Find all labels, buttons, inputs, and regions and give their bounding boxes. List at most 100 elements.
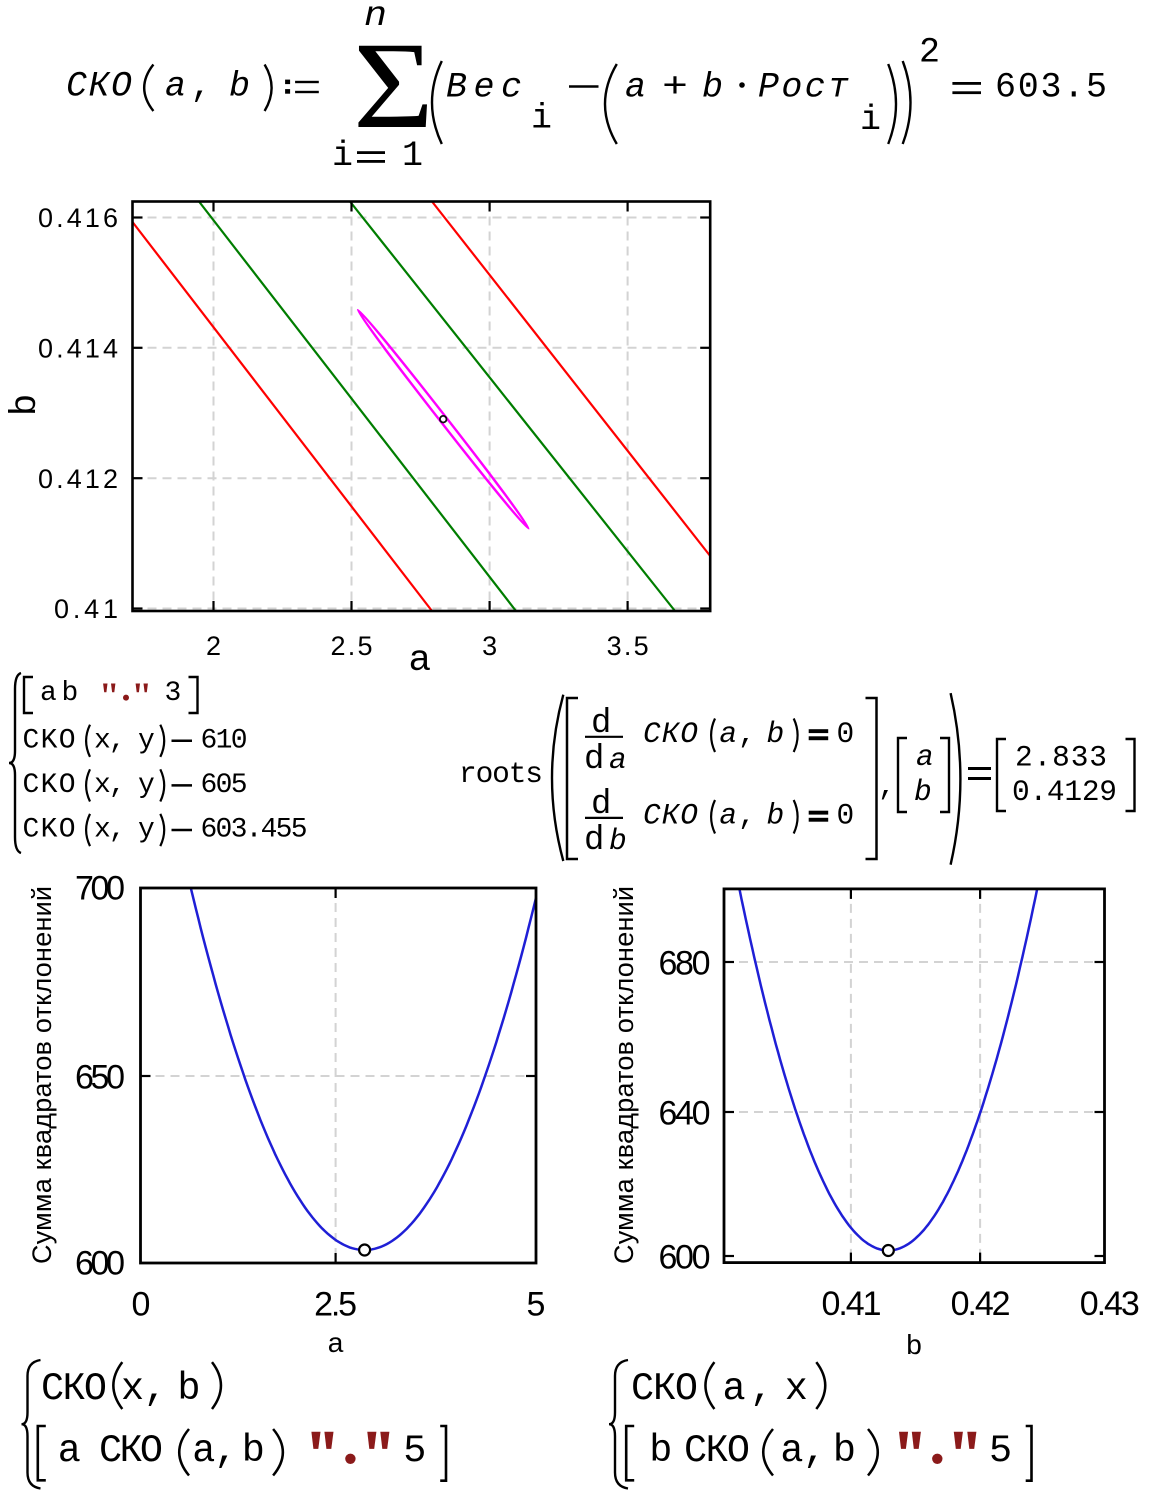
svg-text:СКО: СКО bbox=[643, 799, 698, 833]
svg-text:2.5: 2.5 bbox=[314, 1286, 357, 1324]
svg-text:5: 5 bbox=[403, 1429, 426, 1473]
svg-text:b: b bbox=[649, 1429, 672, 1473]
svg-text:3: 3 bbox=[482, 631, 497, 661]
svg-text:+: + bbox=[662, 68, 688, 108]
svg-text:i: i bbox=[860, 100, 881, 140]
svg-text:b: b bbox=[906, 1329, 922, 1360]
svg-text:CKO: CKO bbox=[23, 770, 76, 801]
svg-text:Сумма квадратов отклонений: Сумма квадратов отклонений bbox=[609, 886, 639, 1264]
svg-text:Вес: Вес bbox=[446, 68, 522, 108]
svg-text:0: 0 bbox=[837, 799, 855, 833]
svg-text:a: a bbox=[723, 1367, 746, 1411]
svg-text:2: 2 bbox=[919, 33, 940, 73]
svg-text:2.833: 2.833 bbox=[1015, 741, 1107, 775]
svg-text:a: a bbox=[625, 68, 646, 108]
svg-text:,: , bbox=[878, 769, 896, 803]
svg-text:СКО: СКО bbox=[631, 1367, 698, 1411]
svg-text:0.414: 0.414 bbox=[38, 334, 118, 364]
svg-text:CKO: CKO bbox=[23, 725, 76, 756]
svg-text:600: 600 bbox=[659, 1238, 711, 1276]
svg-text:0.42: 0.42 bbox=[951, 1285, 1011, 1323]
svg-text:0.416: 0.416 bbox=[38, 203, 118, 233]
svg-text:a: a bbox=[40, 678, 57, 709]
svg-text:600: 600 bbox=[75, 1245, 125, 1283]
svg-text:x: x bbox=[94, 770, 111, 801]
svg-text:2: 2 bbox=[206, 631, 221, 661]
svg-text:,: , bbox=[191, 67, 212, 107]
svg-text:680: 680 bbox=[659, 944, 711, 982]
svg-text:,: , bbox=[109, 725, 126, 756]
svg-text:a: a bbox=[165, 67, 186, 107]
svg-text:0.41: 0.41 bbox=[822, 1285, 882, 1323]
svg-text:b: b bbox=[702, 68, 723, 108]
svg-text:603.455: 603.455 bbox=[201, 815, 308, 846]
svg-text:СКО: СКО bbox=[66, 67, 132, 107]
svg-text:b: b bbox=[2, 395, 43, 416]
svg-text:СКО: СКО bbox=[684, 1429, 750, 1473]
svg-text:b: b bbox=[914, 775, 932, 809]
svg-text:x: x bbox=[785, 1367, 808, 1411]
svg-text:a: a bbox=[328, 1327, 344, 1358]
svg-text:,: , bbox=[750, 1367, 773, 1411]
svg-text:3: 3 bbox=[165, 678, 182, 709]
svg-text:x: x bbox=[121, 1367, 144, 1411]
svg-text:605: 605 bbox=[201, 770, 248, 801]
svg-text:650: 650 bbox=[75, 1058, 125, 1096]
svg-text:,: , bbox=[738, 717, 756, 751]
svg-text:x: x bbox=[94, 725, 111, 756]
svg-text:0.41: 0.41 bbox=[54, 594, 118, 624]
svg-text:0: 0 bbox=[132, 1286, 151, 1324]
svg-text:1: 1 bbox=[402, 136, 423, 176]
svg-text:d: d bbox=[584, 822, 604, 860]
svg-text:y: y bbox=[138, 770, 155, 801]
svg-text:СКО: СКО bbox=[643, 717, 698, 751]
svg-text:i: i bbox=[332, 136, 353, 176]
svg-text:,: , bbox=[144, 1367, 167, 1411]
svg-text:,: , bbox=[738, 799, 756, 833]
svg-text:5: 5 bbox=[989, 1429, 1012, 1473]
svg-text:СКО: СКО bbox=[41, 1367, 107, 1411]
svg-text:0.43: 0.43 bbox=[1080, 1285, 1140, 1323]
svg-text:a: a bbox=[192, 1429, 215, 1473]
svg-text:0.4129: 0.4129 bbox=[1012, 775, 1117, 809]
svg-text:b: b bbox=[62, 678, 79, 709]
svg-text:5: 5 bbox=[527, 1286, 546, 1324]
svg-text:3.5: 3.5 bbox=[607, 631, 649, 661]
svg-text:a: a bbox=[916, 740, 934, 774]
svg-text:i: i bbox=[531, 99, 552, 139]
svg-text:2.5: 2.5 bbox=[331, 631, 373, 661]
svg-text:a: a bbox=[409, 637, 430, 678]
svg-text:Σ: Σ bbox=[353, 17, 434, 154]
svg-text:,: , bbox=[109, 815, 126, 846]
svg-text:,: , bbox=[109, 770, 126, 801]
svg-text:n: n bbox=[364, 0, 387, 36]
svg-text:,: , bbox=[214, 1429, 237, 1473]
svg-text:,: , bbox=[803, 1429, 826, 1473]
svg-text:СКО: СКО bbox=[99, 1429, 163, 1473]
svg-text:a: a bbox=[780, 1429, 803, 1473]
svg-text:b: b bbox=[229, 67, 250, 107]
svg-text:b: b bbox=[242, 1429, 265, 1473]
svg-text:b: b bbox=[767, 799, 785, 833]
svg-text:b: b bbox=[833, 1429, 856, 1473]
svg-text:y: y bbox=[138, 725, 155, 756]
svg-text:700: 700 bbox=[75, 869, 125, 907]
svg-text:603.5: 603.5 bbox=[995, 68, 1107, 108]
svg-text:a: a bbox=[719, 717, 737, 751]
svg-text:d: d bbox=[591, 786, 611, 824]
svg-text:roots: roots bbox=[459, 757, 543, 791]
svg-text:a: a bbox=[609, 743, 627, 777]
svg-text:Сумма квадратов отклонений: Сумма квадратов отклонений bbox=[27, 886, 57, 1264]
svg-text:b: b bbox=[177, 1367, 200, 1411]
svg-text:x: x bbox=[94, 815, 111, 846]
svg-text:b: b bbox=[609, 824, 627, 858]
svg-text:a: a bbox=[719, 799, 737, 833]
svg-text:0: 0 bbox=[837, 717, 855, 751]
svg-text:d: d bbox=[591, 705, 611, 743]
svg-text:640: 640 bbox=[659, 1094, 711, 1132]
svg-text:d: d bbox=[584, 741, 604, 779]
svg-text:CKO: CKO bbox=[23, 815, 76, 846]
svg-text:a: a bbox=[58, 1429, 81, 1473]
svg-text:0.412: 0.412 bbox=[38, 464, 118, 494]
svg-text:y: y bbox=[138, 815, 155, 846]
